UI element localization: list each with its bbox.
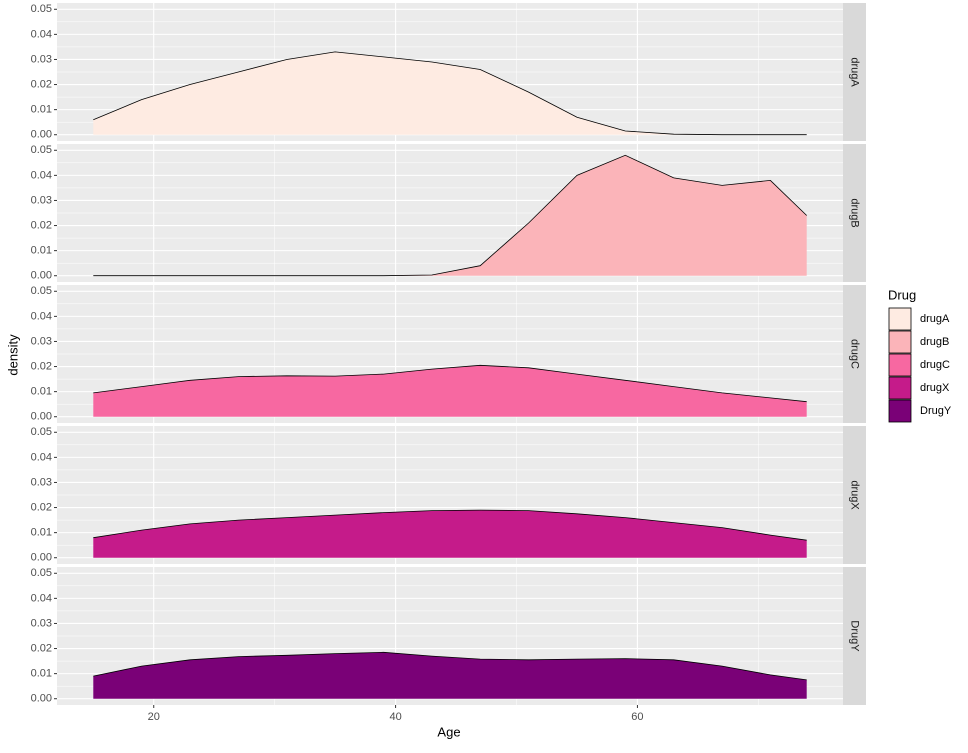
y-tick-label: 0.05 bbox=[31, 144, 52, 156]
y-tick-label: 0.01 bbox=[31, 668, 52, 680]
y-axis-title: density bbox=[5, 334, 20, 376]
y-tick-label: 0.00 bbox=[31, 411, 52, 423]
y-tick-label: 0.02 bbox=[31, 78, 52, 90]
legend-label: drugC bbox=[920, 359, 950, 371]
y-tick-label: 0.02 bbox=[31, 642, 52, 654]
legend-key bbox=[888, 353, 912, 377]
strip bbox=[843, 144, 866, 282]
y-tick-label: 0.03 bbox=[31, 617, 52, 629]
legend-key bbox=[888, 376, 912, 400]
strip bbox=[843, 426, 866, 564]
y-tick-label: 0.04 bbox=[31, 592, 52, 604]
y-tick-label: 0.05 bbox=[31, 567, 52, 579]
y-tick-label: 0.02 bbox=[31, 360, 52, 372]
x-tick-label: 60 bbox=[631, 711, 643, 723]
x-axis-title: Age bbox=[437, 724, 460, 739]
legend-title: Drug bbox=[888, 287, 916, 302]
y-tick-label: 0.05 bbox=[31, 285, 52, 297]
y-tick-label: 0.00 bbox=[31, 270, 52, 282]
x-tick-label: 40 bbox=[389, 711, 401, 723]
legend-key bbox=[888, 307, 912, 331]
legend-label: drugX bbox=[920, 382, 950, 394]
density-area bbox=[93, 510, 807, 558]
y-tick-label: 0.04 bbox=[31, 310, 52, 322]
legend-label: drugA bbox=[920, 313, 950, 325]
density-line bbox=[93, 509, 807, 541]
y-tick-label: 0.05 bbox=[31, 3, 52, 15]
strip bbox=[843, 285, 866, 423]
legend-label: drugB bbox=[920, 336, 949, 348]
legend-key bbox=[888, 399, 912, 423]
density-area bbox=[93, 652, 807, 699]
y-tick-label: 0.01 bbox=[31, 527, 52, 539]
y-tick-label: 0.00 bbox=[31, 129, 52, 141]
y-tick-label: 0.04 bbox=[31, 28, 52, 40]
strip-label: DrugY bbox=[849, 620, 861, 652]
y-tick-label: 0.01 bbox=[31, 245, 52, 257]
density-line bbox=[93, 51, 807, 136]
y-tick-label: 0.04 bbox=[31, 169, 52, 181]
y-tick-label: 0.02 bbox=[31, 219, 52, 231]
strip-label: drugX bbox=[849, 480, 861, 510]
density-line bbox=[93, 651, 807, 681]
legend-label: DrugY bbox=[920, 405, 952, 417]
y-tick-label: 0.01 bbox=[31, 386, 52, 398]
y-tick-label: 0.00 bbox=[31, 552, 52, 564]
y-tick-label: 0.03 bbox=[31, 53, 52, 65]
y-tick-label: 0.02 bbox=[31, 501, 52, 513]
y-tick-label: 0.03 bbox=[31, 476, 52, 488]
y-tick-label: 0.03 bbox=[31, 194, 52, 206]
density-area bbox=[93, 365, 807, 417]
strip bbox=[843, 567, 866, 705]
strip-label: drugC bbox=[849, 339, 861, 369]
y-tick-label: 0.01 bbox=[31, 104, 52, 116]
y-tick-label: 0.03 bbox=[31, 335, 52, 347]
y-tick-label: 0.04 bbox=[31, 451, 52, 463]
strip-label: drugB bbox=[849, 198, 861, 227]
density-area bbox=[93, 51, 807, 135]
strip-label: drugA bbox=[849, 57, 861, 87]
density-line bbox=[93, 364, 807, 403]
density-line bbox=[93, 154, 807, 277]
x-tick-label: 20 bbox=[148, 711, 160, 723]
legend-key bbox=[888, 330, 912, 354]
strip bbox=[843, 3, 866, 141]
y-tick-label: 0.00 bbox=[31, 693, 52, 705]
density-area bbox=[93, 155, 807, 276]
y-tick-label: 0.05 bbox=[31, 426, 52, 438]
